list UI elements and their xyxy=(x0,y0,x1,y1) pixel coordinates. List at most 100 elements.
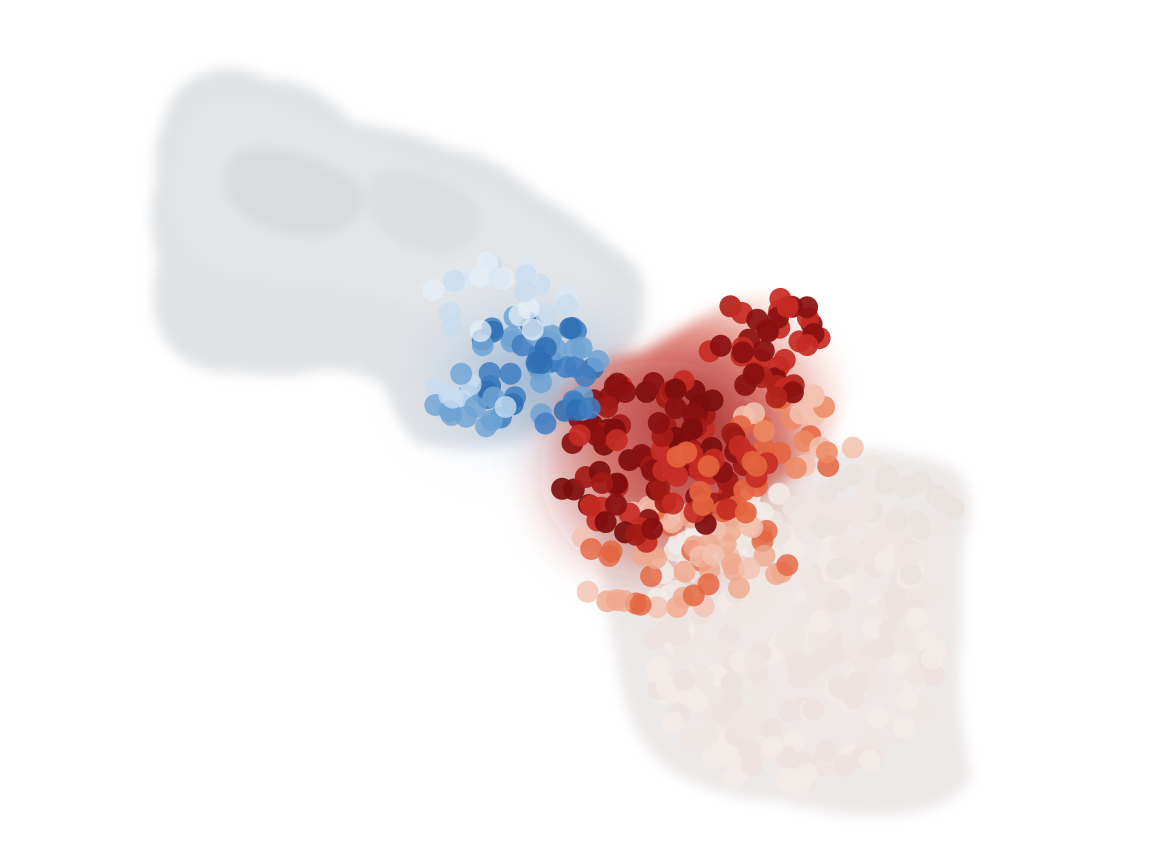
residue-sphere-red xyxy=(664,397,687,420)
residue-sphere-pale xyxy=(686,690,709,713)
residue-sphere-blue xyxy=(587,349,610,372)
residue-sphere-orange xyxy=(776,554,799,577)
residue-sphere-red xyxy=(642,372,665,394)
residue-sphere-red xyxy=(666,464,689,487)
residue-sphere-pale xyxy=(876,464,899,487)
residue-sphere-pale xyxy=(720,672,743,695)
residue-sphere-pale xyxy=(736,721,759,744)
residue-sphere-blue-light xyxy=(422,279,445,301)
residue-sphere-pale xyxy=(856,478,879,501)
residue-sphere-pale xyxy=(885,509,908,532)
residue-sphere-red xyxy=(692,494,715,516)
residue-sphere-orange xyxy=(753,544,776,567)
residue-sphere-red xyxy=(757,320,779,343)
residue-sphere-blue-light xyxy=(515,264,538,287)
residue-sphere-pale xyxy=(861,616,884,639)
residue-sphere-orange xyxy=(580,538,603,560)
residue-sphere-pale xyxy=(873,550,896,573)
residue-sphere-orange xyxy=(646,596,669,619)
residue-sphere-orange xyxy=(596,590,619,613)
residue-sphere-pale xyxy=(750,679,773,702)
residue-sphere-orange xyxy=(728,576,750,599)
residue-sphere-blue xyxy=(455,405,478,428)
residue-sphere-pale xyxy=(858,749,881,772)
residue-sphere-pale xyxy=(724,603,747,625)
residue-sphere-pale xyxy=(899,563,922,586)
residue-sphere-pale xyxy=(933,491,956,514)
residue-sphere-blue xyxy=(564,356,587,378)
residue-sphere-orange xyxy=(629,593,652,616)
residue-sphere-pale xyxy=(853,498,876,521)
residue-sphere-orange xyxy=(784,457,807,479)
residue-sphere-pale xyxy=(928,513,951,536)
residue-sphere-blue xyxy=(499,362,522,385)
residue-sphere-orange xyxy=(612,589,635,612)
residue-sphere-pale xyxy=(701,746,724,769)
residue-sphere-red xyxy=(745,454,768,477)
residue-sphere-pale xyxy=(923,664,946,687)
residue-sphere-red xyxy=(605,493,627,516)
residue-sphere-pale xyxy=(887,652,910,675)
residue-sphere-red xyxy=(781,381,804,404)
residue-sphere-pale xyxy=(847,671,870,694)
residue-sphere-pale xyxy=(778,699,801,722)
residue-sphere-blue-light xyxy=(513,280,536,303)
residue-sphere-red xyxy=(709,334,732,357)
residue-sphere-pale xyxy=(815,482,838,505)
residue-sphere-blue xyxy=(578,397,601,420)
residue-sphere-red xyxy=(675,441,698,464)
residue-sphere-pale xyxy=(834,535,857,558)
residue-sphere-pale xyxy=(799,570,822,593)
residue-sphere-orange xyxy=(753,420,776,443)
residue-sphere-red xyxy=(605,429,628,452)
residue-sphere-pale xyxy=(692,667,715,689)
residue-sphere-pale xyxy=(753,588,776,611)
residue-sphere-red xyxy=(752,339,775,362)
residue-sphere-red xyxy=(648,476,671,499)
residue-sphere-red xyxy=(664,378,687,401)
residue-sphere-pale xyxy=(662,711,685,734)
residue-sphere-pale xyxy=(697,724,720,746)
residue-sphere-pale xyxy=(896,689,919,712)
residue-sphere-red xyxy=(662,492,684,515)
residue-sphere-pale xyxy=(829,589,852,612)
residue-sphere-blue xyxy=(559,317,582,340)
residue-spheres xyxy=(422,251,965,798)
residue-sphere-orange xyxy=(673,560,696,583)
residue-sphere-pale xyxy=(788,666,811,689)
residue-sphere-red xyxy=(586,424,609,447)
residue-sphere-pale xyxy=(760,717,782,740)
residue-sphere-blue-light xyxy=(440,315,463,338)
residue-sphere-red xyxy=(697,455,720,478)
residue-sphere-pale xyxy=(892,716,915,739)
residue-sphere-orange xyxy=(576,580,599,603)
residue-sphere-blue-light xyxy=(521,318,544,341)
residue-sphere-red xyxy=(796,334,819,357)
residue-sphere-blue xyxy=(478,362,501,384)
residue-sphere-red xyxy=(614,381,637,403)
residue-sphere-pale xyxy=(790,505,813,528)
residue-sphere-red xyxy=(568,424,591,447)
residue-sphere-blue xyxy=(534,412,557,435)
residue-sphere-red xyxy=(731,341,754,364)
residue-sphere-pale xyxy=(889,626,912,649)
residue-sphere-red xyxy=(591,472,614,494)
residue-sphere-blue-light xyxy=(555,294,578,317)
residue-sphere-pale xyxy=(867,706,890,729)
residue-sphere-blue xyxy=(441,386,464,409)
residue-sphere-blue xyxy=(534,336,557,359)
residue-sphere-orange xyxy=(720,552,743,575)
residue-sphere-pale xyxy=(900,544,923,566)
residue-sphere-blue-light xyxy=(535,304,558,327)
residue-sphere-blue-light xyxy=(508,304,531,327)
residue-sphere-pale xyxy=(656,676,679,699)
residue-sphere-orange xyxy=(789,402,812,425)
residue-sphere-orange xyxy=(640,565,663,588)
residue-sphere-pale xyxy=(783,730,806,753)
residue-sphere-blue xyxy=(570,336,593,359)
residue-sphere-pale xyxy=(825,557,848,580)
residue-sphere-orange xyxy=(841,436,864,459)
residue-sphere-pale xyxy=(815,740,838,763)
residue-sphere-pale xyxy=(918,582,940,605)
